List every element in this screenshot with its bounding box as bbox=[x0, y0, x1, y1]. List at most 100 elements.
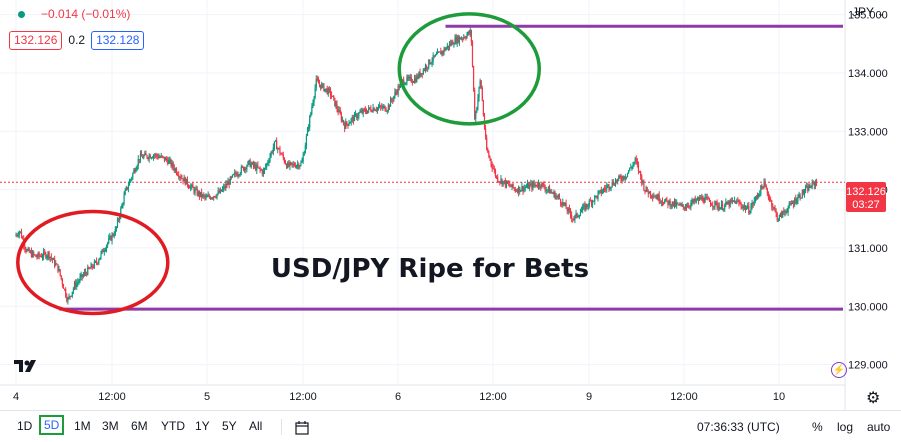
candle-body bbox=[510, 185, 512, 187]
candle-body bbox=[577, 216, 579, 218]
drawing-circles[interactable] bbox=[16, 12, 541, 316]
candle-body bbox=[388, 105, 391, 107]
price-tick-label: 129.000 bbox=[848, 360, 888, 372]
spread-value: 0.2 bbox=[68, 33, 86, 47]
candle-body bbox=[36, 256, 38, 258]
candle-body bbox=[497, 176, 499, 182]
candle-body bbox=[19, 231, 22, 233]
candle-body bbox=[372, 107, 374, 112]
candle-body bbox=[282, 154, 284, 159]
currency-label: JPY bbox=[852, 5, 874, 19]
percent-toggle[interactable]: % bbox=[812, 420, 823, 434]
price-tick-label: 135.000 bbox=[848, 10, 888, 22]
candle-body bbox=[701, 196, 703, 200]
candle-body bbox=[779, 213, 782, 216]
candle-body bbox=[406, 77, 408, 83]
candle-body bbox=[392, 100, 394, 102]
candle-body bbox=[550, 191, 552, 194]
candle-body bbox=[30, 251, 33, 257]
candle-body bbox=[618, 175, 620, 179]
candle-body bbox=[138, 159, 140, 161]
log-toggle[interactable]: log bbox=[837, 420, 854, 434]
timeframe-1m-button[interactable]: 1M bbox=[74, 419, 91, 433]
candle-body bbox=[545, 189, 547, 191]
candle-body bbox=[354, 113, 357, 115]
candle-body bbox=[502, 181, 504, 185]
candle-body bbox=[531, 183, 533, 189]
candle-body bbox=[291, 162, 293, 165]
candle-body bbox=[314, 87, 316, 98]
candle-body bbox=[364, 109, 367, 113]
timeframe-1y-button[interactable]: 1Y bbox=[195, 419, 210, 433]
candle-body bbox=[63, 288, 66, 290]
candle-body bbox=[580, 210, 583, 213]
candle-body bbox=[702, 196, 704, 202]
candle-body bbox=[650, 195, 653, 197]
candle-body bbox=[131, 177, 133, 180]
candle-body bbox=[626, 172, 629, 177]
gear-icon[interactable]: ⚙ bbox=[866, 390, 881, 407]
candle-body bbox=[342, 120, 345, 124]
candle-body bbox=[775, 210, 777, 214]
candle-body bbox=[703, 201, 705, 203]
candle-body bbox=[122, 203, 124, 205]
candle-body bbox=[656, 196, 658, 200]
candle-body bbox=[46, 256, 48, 258]
timeframe-1d-button[interactable]: 1D bbox=[17, 419, 33, 433]
candle-body bbox=[308, 127, 310, 129]
candle-body bbox=[586, 204, 588, 207]
candle-body bbox=[433, 55, 435, 57]
candle-body bbox=[738, 201, 740, 204]
candle-body bbox=[450, 43, 452, 45]
candle-body bbox=[242, 166, 245, 171]
timeframe-ytd-button[interactable]: YTD bbox=[161, 419, 185, 433]
date-range-icon[interactable] bbox=[294, 420, 310, 436]
timeframe-5y-button[interactable]: 5Y bbox=[222, 419, 237, 433]
candle-body bbox=[690, 203, 692, 207]
lightning-icon[interactable]: ⚡ bbox=[831, 362, 847, 378]
candle-body bbox=[445, 47, 447, 51]
candle-body bbox=[632, 164, 634, 168]
candle-body bbox=[98, 260, 100, 264]
candle-body bbox=[244, 167, 246, 171]
candle-body bbox=[113, 234, 115, 236]
candle-body bbox=[782, 211, 784, 218]
candle-body bbox=[446, 45, 448, 48]
candle-body bbox=[448, 43, 451, 48]
candle-body bbox=[312, 102, 314, 107]
bid-price[interactable]: 132.126 bbox=[9, 30, 63, 50]
candle-body bbox=[70, 295, 72, 297]
candle-body bbox=[24, 245, 26, 249]
candle-body bbox=[51, 258, 54, 260]
candle-body bbox=[86, 273, 88, 275]
candle-body bbox=[749, 212, 751, 214]
time-axis[interactable]: 4 12:00 5 12:00 6 12:00 9 12:00 10 bbox=[13, 391, 785, 403]
candle-body bbox=[273, 141, 276, 148]
candle-body bbox=[338, 110, 340, 113]
price-chart[interactable]: 129.000130.000131.000132.000133.000134.0… bbox=[0, 0, 901, 410]
candle-body bbox=[210, 197, 213, 199]
chevron-down-icon: ⌄ bbox=[877, 8, 885, 18]
tradingview-logo-icon[interactable] bbox=[12, 356, 40, 376]
candle-body bbox=[192, 184, 194, 188]
candle-body bbox=[31, 251, 34, 257]
candle-body bbox=[57, 264, 59, 272]
candle-body bbox=[357, 116, 359, 119]
timeframe-3m-button[interactable]: 3M bbox=[102, 419, 119, 433]
candle-body bbox=[481, 88, 483, 101]
candle-body bbox=[116, 219, 119, 227]
candle-body bbox=[521, 186, 523, 191]
currency-selector[interactable]: JPY ⌄ bbox=[852, 5, 885, 19]
auto-toggle[interactable]: auto bbox=[867, 420, 891, 434]
candle-body bbox=[321, 84, 323, 89]
candle-body bbox=[466, 34, 468, 38]
candle-body bbox=[175, 169, 178, 174]
clock-time[interactable]: 07:36:33 (UTC) bbox=[697, 420, 780, 434]
candle-body bbox=[486, 137, 488, 150]
candle-body bbox=[216, 193, 218, 198]
candle-body bbox=[763, 181, 765, 189]
ask-price[interactable]: 132.128 bbox=[91, 30, 145, 50]
timeframe-6m-button[interactable]: 6M bbox=[131, 419, 148, 433]
timeframe-5d-button[interactable]: 5D bbox=[39, 415, 65, 435]
timeframe-all-button[interactable]: All bbox=[249, 419, 263, 433]
